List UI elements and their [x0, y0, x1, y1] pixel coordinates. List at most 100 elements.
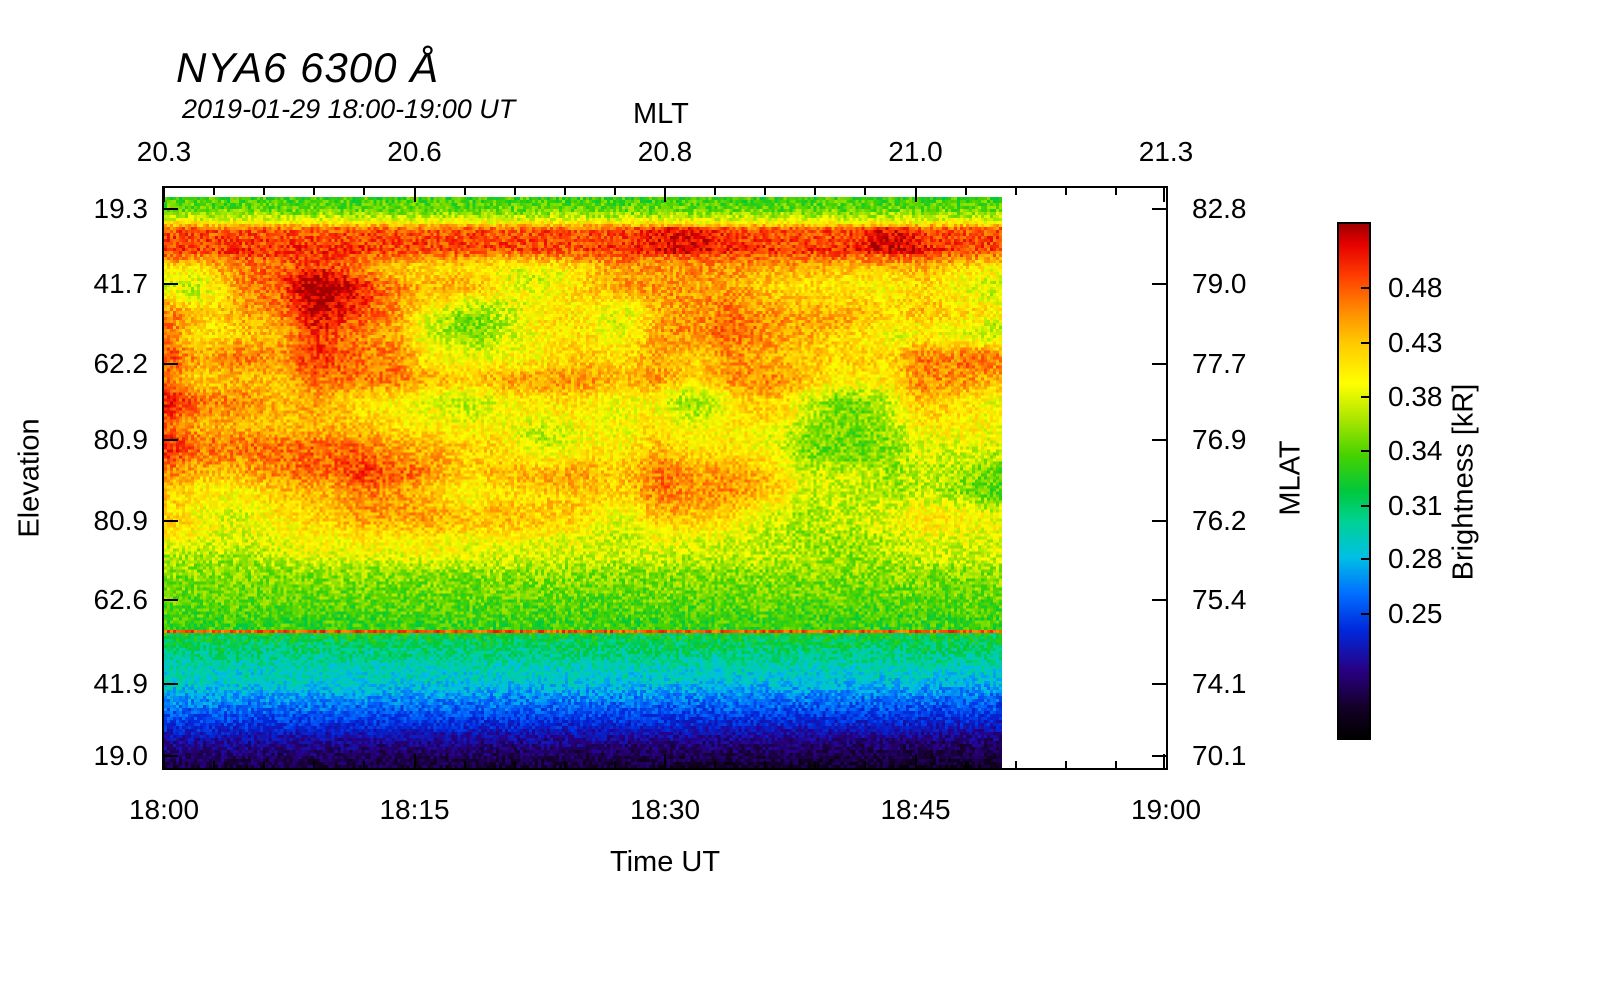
axis-tick: [814, 188, 817, 195]
axis-tick: [563, 761, 566, 768]
colorbar-tick: [1361, 504, 1369, 507]
axis-tick: [213, 761, 216, 768]
axis-tick: [164, 207, 178, 210]
axis-tick: [463, 188, 466, 195]
axis-tick: [313, 761, 316, 768]
axis-tick: [513, 761, 516, 768]
axis-tick: [1152, 754, 1166, 757]
axis-tick: [1114, 188, 1117, 195]
tick-label: 19.0: [93, 739, 149, 771]
tick-label: 76.2: [1192, 504, 1247, 536]
tick-label: 19:00: [1130, 794, 1202, 825]
axis-tick: [1163, 754, 1165, 768]
colorbar-tick: [1361, 342, 1369, 345]
axis-tick: [563, 188, 566, 195]
axis-tick: [463, 761, 466, 768]
tick-label: 0.25: [1388, 598, 1443, 630]
tick-label: 20.6: [387, 136, 442, 167]
right-axis-label: MLAT: [1274, 440, 1307, 516]
tick-label: 41.9: [93, 668, 149, 700]
axis-tick: [263, 761, 266, 768]
axis-tick: [413, 754, 416, 768]
axis-tick: [363, 188, 366, 195]
tick-label: 0.48: [1388, 272, 1443, 304]
axis-tick: [1064, 188, 1067, 195]
axis-tick: [213, 188, 216, 195]
tick-label: 75.4: [1192, 584, 1247, 616]
axis-tick: [1152, 207, 1166, 210]
axis-tick: [163, 188, 165, 202]
tick-label: 62.6: [93, 584, 149, 616]
tick-label: 18:30: [629, 794, 701, 825]
tick-label: 20.8: [637, 136, 693, 167]
axis-tick: [1152, 362, 1166, 365]
axis-tick: [1152, 683, 1166, 686]
axis-tick: [164, 439, 178, 442]
tick-label: 18:00: [128, 794, 200, 825]
axis-tick: [513, 188, 516, 195]
tick-label: 79.0: [1192, 268, 1247, 300]
axis-tick: [1152, 439, 1166, 442]
axis-tick: [914, 188, 917, 202]
axis-tick: [714, 188, 717, 195]
axis-tick: [1152, 599, 1166, 602]
colorbar-tick: [1361, 613, 1369, 616]
tick-label: 0.28: [1388, 543, 1443, 575]
axis-tick: [163, 754, 165, 768]
axis-tick: [313, 188, 316, 195]
axis-tick: [864, 761, 867, 768]
axis-tick: [864, 188, 867, 195]
axis-tick: [714, 761, 717, 768]
axis-tick: [613, 188, 616, 195]
tick-label: 18:45: [880, 794, 951, 825]
axis-tick: [164, 599, 178, 602]
axis-tick: [1163, 188, 1165, 202]
axis-tick: [263, 188, 266, 195]
axis-tick: [164, 519, 178, 522]
axis-tick: [814, 761, 817, 768]
tick-label: 80.9: [93, 504, 149, 536]
tick-label: 74.1: [1192, 668, 1247, 700]
chart-subtitle: 2019-01-29 18:00-19:00 UT: [182, 94, 516, 124]
axis-tick: [613, 761, 616, 768]
tick-label: 21.0: [888, 136, 943, 167]
axis-tick: [914, 754, 917, 768]
tick-label: 0.31: [1388, 489, 1443, 521]
tick-label: 0.34: [1388, 435, 1443, 467]
tick-label: 62.2: [93, 347, 149, 379]
tick-label: 19.3: [93, 192, 149, 224]
colorbar-tick: [1361, 558, 1369, 561]
tick-label: 0.38: [1388, 380, 1443, 412]
tick-label: 21.3: [1138, 136, 1194, 167]
colorbar-tick: [1361, 287, 1369, 290]
colorbar-label: Brightness [kR]: [1447, 383, 1480, 581]
tick-label: 20.3: [136, 136, 192, 167]
tick-label: 70.1: [1192, 739, 1247, 771]
tick-label: 41.7: [93, 268, 149, 300]
plot-area: [162, 186, 1168, 770]
axis-tick: [1014, 188, 1017, 195]
axis-tick: [764, 188, 767, 195]
tick-label: 77.7: [1192, 347, 1247, 379]
colorbar-tick: [1361, 450, 1369, 453]
axis-tick: [764, 761, 767, 768]
axis-tick: [1014, 761, 1017, 768]
axis-tick: [413, 188, 416, 202]
bottom-axis-label: Time UT: [609, 846, 721, 878]
axis-tick: [1064, 761, 1067, 768]
tick-label: 18:15: [379, 794, 450, 825]
axis-tick: [964, 188, 967, 195]
axis-tick: [164, 283, 178, 286]
colorbar: [1337, 222, 1371, 740]
axis-tick: [964, 761, 967, 768]
axis-tick: [1152, 283, 1166, 286]
axis-tick: [363, 761, 366, 768]
axis-tick: [664, 754, 666, 768]
tick-label: 80.9: [93, 424, 149, 456]
tick-label: 82.8: [1192, 192, 1247, 224]
colorbar-tick: [1361, 395, 1369, 398]
chart-title: NYA6 6300 Å: [176, 44, 440, 91]
axis-tick: [664, 188, 666, 202]
top-axis-label: MLT: [633, 98, 689, 130]
